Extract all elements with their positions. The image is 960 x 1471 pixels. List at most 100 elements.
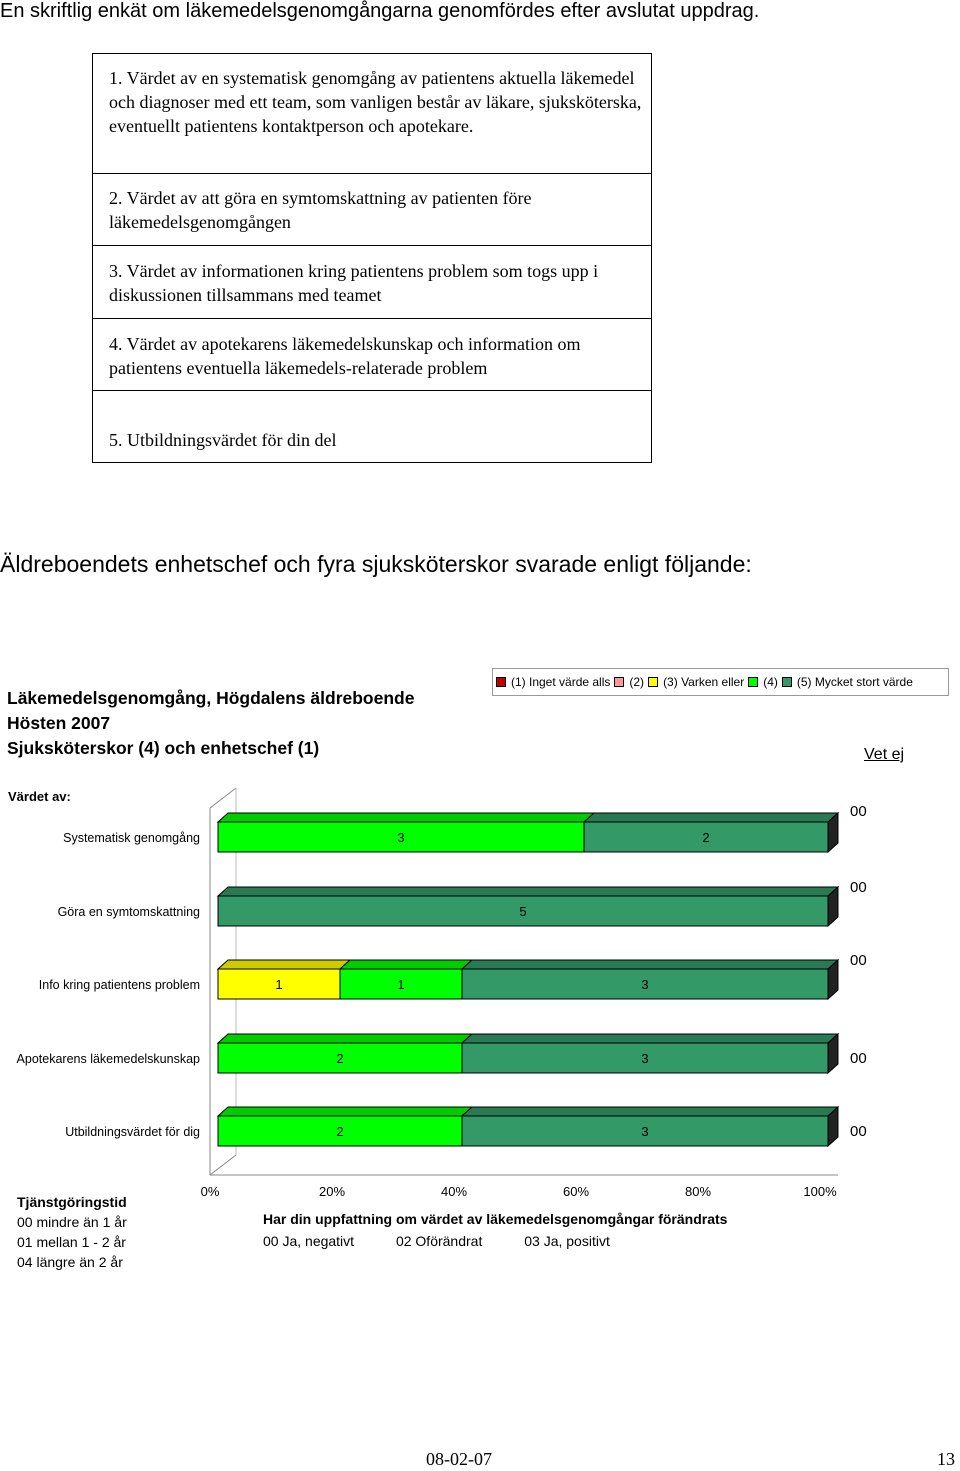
chart-title-line-2: Hösten 2007 [7,713,111,733]
page-number: 13 [937,1449,955,1469]
category-label: Göra en symtomskattning [58,905,200,919]
category-label: Info kring patientens problem [39,978,200,992]
legend-swatch-3 [648,677,659,687]
row-axis-label: Värdet av: [8,789,71,804]
question-divider [93,173,651,174]
legend-item-5: (5) Mycket stort värde [781,675,913,689]
tjanstgoringstid-line-3: 04 längre än 2 år [17,1254,123,1270]
bar-label: 5 [519,904,526,919]
answered-heading: Äldreboendets enhetschef och fyra sjuksk… [0,551,752,577]
x-tick-label: 100% [803,1184,837,1199]
legend-item-3: (3) Varken eller [648,675,744,689]
x-tick-label: 0% [201,1184,220,1199]
bar-segment-top [216,1033,474,1044]
uppfattning-option-3: 03 Ja, positivt [524,1233,610,1249]
bar-label: 2 [702,830,709,845]
bar-segment-top [460,1106,840,1117]
question-2: 2. Värdet av att göra en symtomskattning… [109,188,532,232]
question-box: 1. Värdet av en systematisk genomgång av… [92,53,652,463]
legend-item-2: (2) [614,675,644,689]
bar-side [827,811,839,854]
uppfattning-heading: Har din uppfattning om värdet av läkemed… [263,1211,728,1227]
bar-segment-top [216,886,840,897]
bar-segment [461,1115,829,1147]
legend-label-5: (5) Mycket stort värde [796,675,913,689]
x-tick-label: 60% [563,1184,589,1199]
stacked-bar-chart: 032Systematisk genomgång0005Göra en symt… [17,787,867,1199]
intro-text: En skriftlig enkät om läkemedelsgenomgån… [0,0,760,22]
bar-label: 3 [641,977,648,992]
bar-segment-top [216,812,596,823]
uppfattning-option-2: 02 Oförändrat [395,1233,483,1249]
chart-legend: (1) Inget värde alls (2) (3) Varken elle… [492,668,949,696]
uppfattning-option-1: 00 Ja, negativt [263,1233,355,1249]
x-tick-label: 80% [685,1184,711,1199]
bar-segment-top [338,959,474,970]
category-label: Utbildningsvärdet för dig [65,1125,200,1139]
bar-label: 3 [397,830,404,845]
legend-label-2: (2) [629,675,645,689]
question-divider [93,318,651,319]
uppfattning-box: Har din uppfattning om värdet av läkemed… [263,1211,727,1249]
legend-swatch-4 [748,677,759,687]
bar-segment [217,1042,463,1074]
bar-label: 3 [641,1124,648,1139]
bar-segment [217,1115,463,1147]
bar-label: 2 [336,1051,343,1066]
bar-label: 1 [275,977,282,992]
vet-ej-value: 00 [850,1123,867,1140]
question-4: 4. Värdet av apotekarens läkemedelskunsk… [109,334,581,378]
bar-label: 2 [336,1124,343,1139]
chart-title-line-3: Sjuksköterskor (4) och enhetschef (1) [7,738,320,758]
vet-ej-value: 00 [850,803,867,820]
bar-side [827,958,839,1001]
vet-ej-value: 00 [850,1050,867,1067]
question-1: 1. Värdet av en systematisk genomgång av… [109,68,642,136]
tjanstgoringstid-line-1: 00 mindre än 1 år [17,1214,127,1230]
vet-ej-value: 00 [850,879,867,896]
bar-segment [217,821,585,853]
uppfattning-options: 00 Ja, negativt 02 Oförändrat 03 Ja, pos… [263,1233,727,1249]
chart-title: Läkemedelsgenomgång, Högdalens äldreboen… [7,686,414,761]
bar-segment-top [460,1033,840,1044]
vet-ej-value: 00 [850,952,867,969]
bar-segment-top [582,812,840,823]
legend-swatch-5 [781,677,792,687]
bar-segment-top [460,959,840,970]
axis-line-floor [209,1154,237,1176]
vet-ej-header: Vet ej [864,746,905,763]
bar-side [827,1032,839,1075]
legend-item-1: (1) Inget värde alls [496,675,610,689]
tjanstgoringstid-heading: Tjänstgöringstid [17,1194,127,1210]
bar-label: 1 [397,977,404,992]
legend-label-4: (4) [763,675,778,689]
chart-title-line-1: Läkemedelsgenomgång, Högdalens äldreboen… [7,688,415,708]
legend-label-3: (3) Varken eller [663,675,745,689]
tjanstgoringstid-line-2: 01 mellan 1 - 2 år [17,1234,126,1250]
question-3: 3. Värdet av informationen kring patient… [109,261,599,305]
bar-segment [217,968,341,1000]
bar-segment-top [216,1106,474,1117]
category-label: Systematisk genomgång [63,831,200,845]
bar-side [827,885,839,928]
tjanstgoringstid-box: Tjänstgöringstid 00 mindre än 1 år 01 me… [17,1192,127,1272]
legend-label-1: (1) Inget värde alls [511,675,611,689]
category-label: Apotekarens läkemedelskunskap [17,1052,200,1066]
bar-label: 3 [641,1051,648,1066]
bar-side [827,1105,839,1148]
question-5: 5. Utbildningsvärdet för din del [109,430,337,450]
legend-swatch-1 [496,677,506,687]
x-tick-label: 20% [319,1184,345,1199]
footer-date: 08-02-07 [426,1449,492,1469]
bar-segment-top [216,959,352,970]
question-divider [93,245,651,246]
bar-segment [339,968,463,1000]
bar-segment [461,1042,829,1074]
bar-segment [583,821,829,853]
bar-segment [461,968,829,1000]
axis-line-top [209,787,237,809]
x-tick-label: 40% [441,1184,467,1199]
legend-item-4: (4) [748,675,778,689]
question-divider [93,390,651,391]
legend-swatch-2 [614,677,625,687]
